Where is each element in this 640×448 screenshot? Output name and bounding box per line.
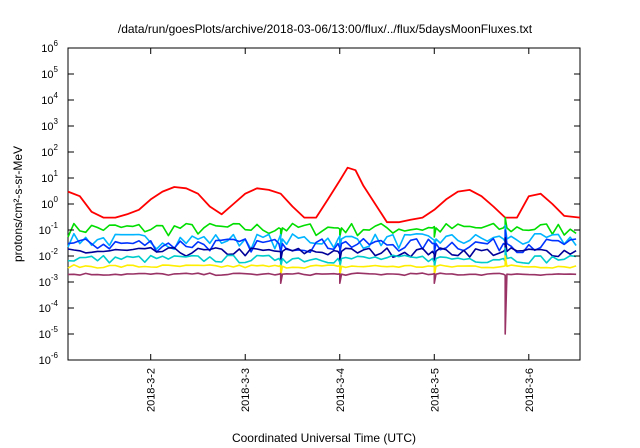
x-tick-label: 2018-3-6 <box>524 368 536 412</box>
series-line-2 <box>67 216 577 238</box>
series-line-8 <box>67 272 577 335</box>
series-line-5 <box>67 237 577 262</box>
y-tick-label: 10-5 <box>39 325 59 341</box>
x-axis-ticks: 2018-3-2 2018-3-3 2018-3-4 2018-3-5 2018-3-6 <box>146 48 536 412</box>
series-line-1 <box>67 166 581 224</box>
y-tick-label: 10-3 <box>39 273 59 289</box>
y-tick-label: 104 <box>41 91 58 107</box>
chart-title: /data/run/goesPlots/archive/2018-03-06/1… <box>118 22 533 36</box>
series-line-6 <box>67 247 577 269</box>
series-line-7 <box>67 255 577 277</box>
x-tick-label: 2018-3-4 <box>335 368 347 412</box>
series-layer <box>67 166 581 335</box>
y-tick-label: 105 <box>41 65 58 81</box>
y-axis-label: protons/cm²-s-sr-MeV <box>11 146 25 262</box>
x-tick-label: 2018-3-3 <box>240 368 252 412</box>
x-tick-label: 2018-3-5 <box>429 368 441 412</box>
y-axis-ticks: 10-6 10-5 10-4 10-3 10-2 10-1 100 101 102 103 104 1… <box>39 39 580 367</box>
y-tick-label: 103 <box>41 117 58 133</box>
x-axis-label: Coordinated Universal Time (UTC) <box>232 431 416 445</box>
series-line-4 <box>67 229 577 254</box>
y-tick-label: 10-4 <box>39 299 59 315</box>
y-tick-label: 10-1 <box>39 221 59 237</box>
y-tick-label: 10-2 <box>39 247 59 263</box>
y-tick-label: 101 <box>41 169 58 185</box>
y-tick-label: 100 <box>41 195 58 211</box>
y-tick-label: 102 <box>41 143 58 159</box>
y-tick-label: 10-6 <box>39 351 59 367</box>
y-tick-label: 106 <box>41 39 58 55</box>
x-tick-label: 2018-3-2 <box>146 368 158 412</box>
